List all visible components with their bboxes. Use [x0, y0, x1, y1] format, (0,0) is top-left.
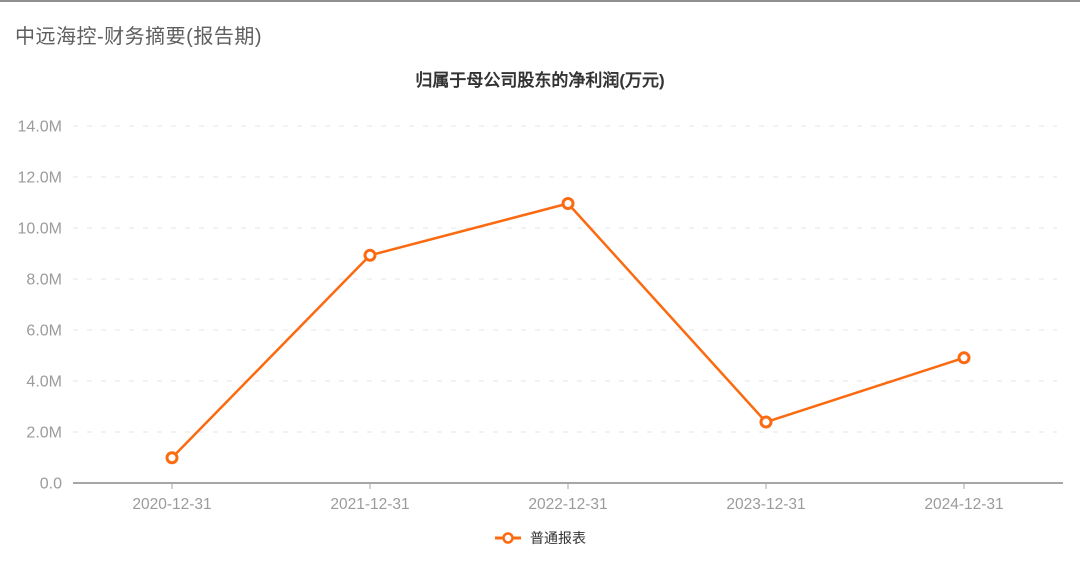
- net-profit-line-chart[interactable]: 0.0 2.0M 4.0M 6.0M 8.0M 10.0M 12.0M 14.0M 2020-1…: [0, 2, 1080, 522]
- x-axis-tick-label: 2024-12-31: [924, 496, 1003, 513]
- y-axis-tick-label: 10.0M: [18, 221, 62, 238]
- legend[interactable]: 普通报表: [0, 528, 1080, 548]
- data-point-marker[interactable]: [957, 351, 971, 365]
- data-point-marker[interactable]: [561, 197, 575, 211]
- y-axis-tick-label: 4.0M: [26, 374, 62, 391]
- data-point-marker[interactable]: [759, 415, 773, 429]
- x-axis-tick-label: 2021-12-31: [330, 496, 409, 513]
- y-axis-tick-label: 6.0M: [26, 323, 62, 340]
- y-axis-tick-label: 14.0M: [18, 119, 62, 136]
- series-legend-icon: [495, 532, 521, 544]
- x-axis-tick-label: 2023-12-31: [726, 496, 805, 513]
- x-axis-tick-label: 2022-12-31: [528, 496, 607, 513]
- page-title: 中远海控-财务摘要(报告期): [15, 26, 262, 48]
- series-line: [170, 202, 966, 460]
- y-axis-tick-label: 8.0M: [26, 272, 62, 289]
- x-axis-tick-label: 2020-12-31: [132, 496, 211, 513]
- series-legend-label: 普通报表: [530, 530, 586, 546]
- data-point-marker[interactable]: [165, 451, 179, 465]
- y-axis-tick-label: 12.0M: [18, 170, 62, 187]
- y-axis-tick-label: 0.0: [40, 476, 62, 493]
- y-axis-tick-label: 2.0M: [26, 425, 62, 442]
- chart-title: 归属于母公司股东的净利润(万元): [415, 71, 665, 90]
- data-point-marker[interactable]: [363, 248, 377, 262]
